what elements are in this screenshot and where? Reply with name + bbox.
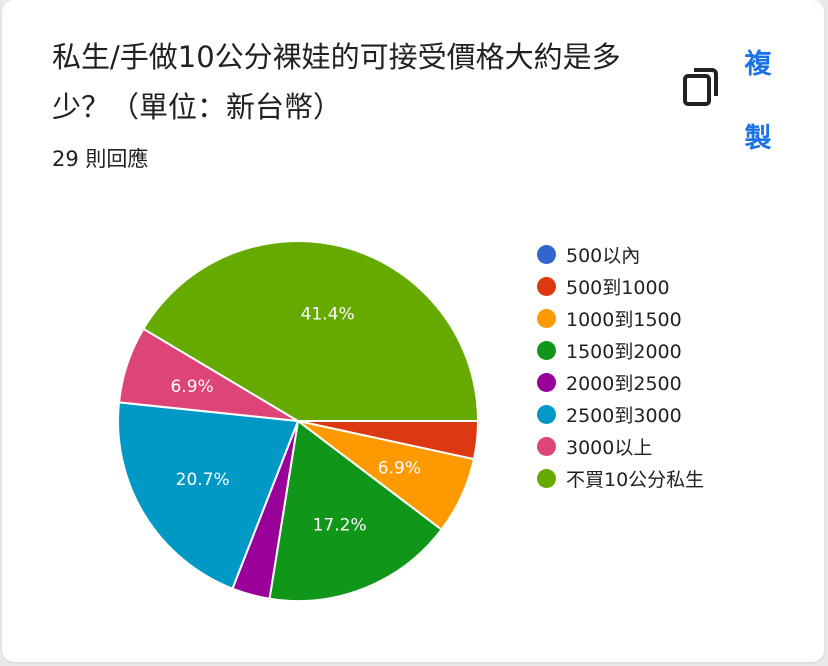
legend-swatch: [537, 244, 556, 264]
slice-label: 17.2%: [313, 516, 367, 536]
legend-label: 2000到2500: [566, 372, 682, 395]
legend-label: 1500到2000: [566, 340, 682, 363]
slice-label: 6.9%: [378, 459, 421, 479]
pie-slice: [117, 401, 300, 590]
legend-label: 500到1000: [566, 276, 670, 299]
slice-label: 6.9%: [170, 377, 213, 397]
response-count: 29 則回應: [52, 147, 149, 171]
copy-icon[interactable]: [682, 64, 722, 108]
legend-item: 1000到1500: [537, 302, 704, 334]
question-title: 私生/手做10公分裸娃的可接受價格大約是多少？（單位：新台幣）: [52, 40, 621, 124]
chart-legend: 500以內 500到1000 1000到1500 1500到2000 2000到2500…: [537, 238, 704, 494]
legend-item: 2000到2500: [537, 366, 704, 398]
legend-swatch: [537, 404, 556, 424]
legend-item: 500以內: [537, 238, 704, 270]
legend-label: 3000以上: [566, 436, 653, 459]
legend-item: 500到1000: [537, 270, 704, 302]
legend-label: 不買10公分私生: [566, 468, 705, 491]
legend-swatch: [537, 340, 556, 360]
legend-item: 2500到3000: [537, 398, 704, 430]
legend-label: 500以內: [566, 244, 641, 267]
legend-item: 3000以上: [537, 430, 704, 462]
slice-label: 20.7%: [176, 470, 230, 490]
copy-button[interactable]: 複製: [744, 49, 772, 154]
pie-slice: [268, 419, 443, 602]
legend-item: 不買10公分私生: [537, 462, 704, 494]
legend-swatch: [537, 308, 556, 328]
legend-label: 2500到3000: [566, 404, 682, 427]
legend-swatch: [537, 468, 556, 488]
slice-label: 41.4%: [301, 304, 355, 324]
legend-item: 1500到2000: [537, 334, 704, 366]
pie-slice: [142, 240, 480, 422]
legend-swatch: [537, 436, 556, 456]
legend-swatch: [537, 276, 556, 296]
legend-swatch: [537, 372, 556, 392]
legend-label: 1000到1500: [566, 308, 682, 331]
